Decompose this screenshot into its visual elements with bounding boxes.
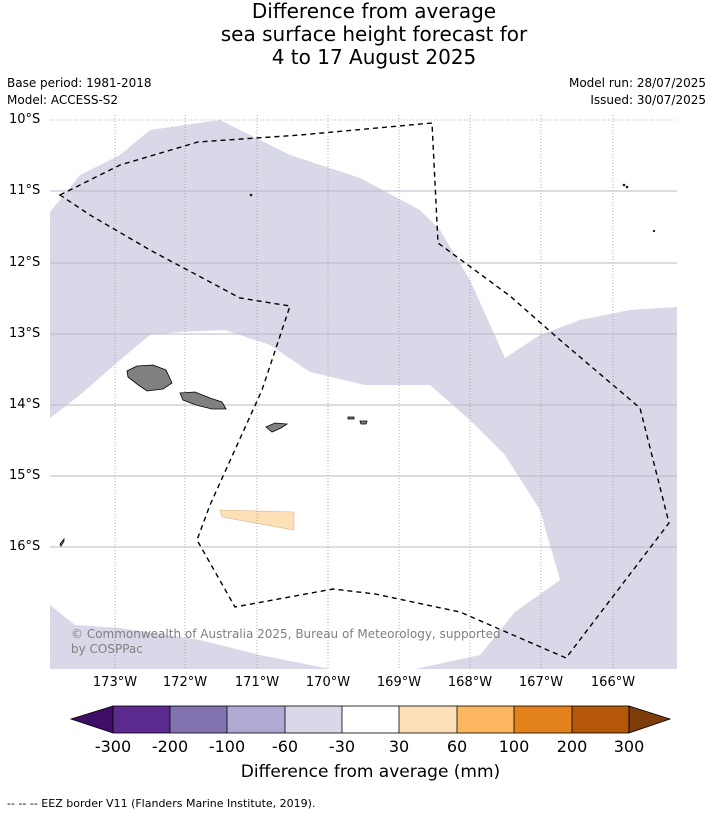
cbar-tick-10: 300 (613, 737, 645, 756)
eez-footnote: -- -- -- EEZ border V11 (Flanders Marine… (7, 797, 316, 810)
savaii-island (126, 364, 173, 392)
model-name: Model: ACCESS-S2 (7, 93, 119, 107)
lat-label-12s: 12°S (9, 255, 41, 270)
upolu-island (179, 391, 227, 410)
cbar-seg-1 (113, 706, 170, 733)
negative-anomaly-region (50, 120, 677, 669)
title-line-2: sea surface height forecast for (220, 22, 528, 46)
cbar-tick-8: 100 (498, 737, 530, 756)
lon-label-170w: 170°W (305, 675, 351, 690)
lon-label-171w: 171°W (234, 675, 280, 690)
lon-label-168w: 168°W (447, 675, 493, 690)
copyright-line-2: by COSPPac (71, 642, 143, 656)
swains-islet (249, 193, 253, 197)
base-period: Base period: 1981-2018 (7, 76, 152, 90)
lon-label-167w: 167°W (518, 675, 564, 690)
tutuila-island (265, 422, 289, 433)
negative-anomaly-region-south (50, 605, 330, 669)
cbar-tick-1: -300 (94, 737, 132, 756)
cbar-seg-4 (285, 706, 342, 733)
islet-ne-1 (622, 183, 626, 187)
colorbar-high-arrow (628, 705, 672, 734)
colorbar-dividers (169, 706, 573, 733)
cbar-tick-5: -30 (328, 737, 356, 756)
title-line-1: Difference from average (251, 0, 497, 23)
graticule (50, 115, 677, 669)
lat-label-14s: 14°S (9, 397, 41, 412)
cbar-tick-3: -100 (208, 737, 246, 756)
map-frame (50, 115, 677, 669)
cbar-seg-7 (457, 706, 514, 733)
cbar-tick-2: -200 (151, 737, 189, 756)
lon-label-169w: 169°W (376, 675, 422, 690)
cbar-tick-7: 60 (446, 737, 468, 756)
cbar-tick-9: 200 (556, 737, 588, 756)
lat-label-15s: 15°S (9, 468, 41, 483)
cbar-tick-4: -60 (271, 737, 299, 756)
islet-sw (59, 537, 65, 547)
land-masses (59, 183, 656, 547)
lat-label-16s: 16°S (9, 539, 41, 554)
chart-title: Difference from average sea surface heig… (0, 0, 713, 69)
cbar-seg-3 (227, 706, 285, 733)
colorbar-low-arrow (69, 705, 114, 734)
lon-label-173w: 173°W (92, 675, 138, 690)
cbar-seg-9 (572, 706, 629, 733)
cbar-seg-2 (170, 706, 227, 733)
colorbar-title: Difference from average (mm) (240, 762, 501, 782)
cbar-seg-6 (399, 706, 457, 733)
lat-label-11s: 11°S (9, 183, 41, 198)
islet-ne-2 (625, 185, 629, 189)
meta-right: Model run: 28/07/2025 Issued: 30/07/2025 (569, 75, 706, 109)
lat-label-13s: 13°S (9, 326, 41, 341)
cbar-seg-5 (342, 706, 399, 733)
colorbar (69, 705, 672, 734)
manua-islet-2 (359, 420, 368, 425)
manua-islet-1 (347, 416, 355, 420)
cbar-tick-6: 30 (388, 737, 410, 756)
meta-left: Base period: 1981-2018 Model: ACCESS-S2 (7, 75, 152, 109)
lon-label-166w: 166°W (590, 675, 636, 690)
islet-e (652, 229, 656, 233)
copyright-notice: © Commonwealth of Australia 2025, Bureau… (71, 627, 501, 657)
model-run: Model run: 28/07/2025 (568, 76, 706, 90)
title-line-3: 4 to 17 August 2025 (271, 45, 477, 69)
copyright-line-1: © Commonwealth of Australia 2025, Bureau… (71, 627, 501, 641)
lon-label-172w: 172°W (162, 675, 208, 690)
colorbar-outline (112, 705, 630, 734)
issued-date: Issued: 30/07/2025 (590, 93, 706, 107)
cbar-seg-8 (514, 706, 572, 733)
lat-label-10s: 10°S (9, 112, 41, 127)
